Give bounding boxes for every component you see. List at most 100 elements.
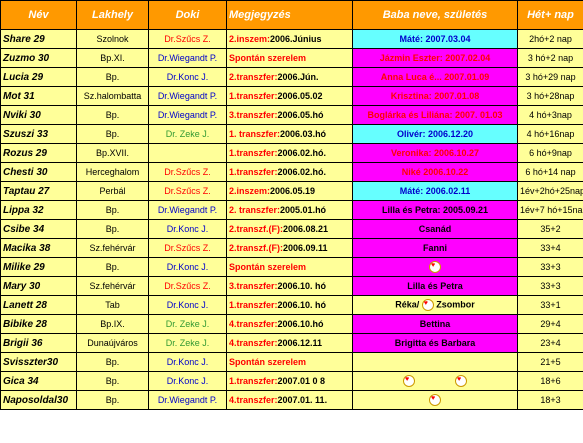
table-row: Bibike 28 Bp.IX. Dr. Zeke J. 4.transzfer:20… (0, 314, 583, 334)
note-cell: 2.transzf.(F):2006.09.11 (226, 238, 353, 258)
weeks-text: 3 hó+29 nap (525, 72, 576, 82)
weeks-text: 33+4 (540, 243, 561, 253)
doctor-cell: Dr.Szűcs Z. (148, 29, 227, 49)
baby-cell (352, 257, 518, 277)
doctor-name: Dr.Konc J. (166, 262, 209, 272)
table-row: Lippa 32 Bp. Dr.Wiegandt P. 2. transzfer:20… (0, 200, 583, 220)
place-cell: Bp. (76, 390, 149, 410)
note-cell: 2. transzfer:2005.01.hó (226, 200, 353, 220)
place-text: Bp. (105, 376, 120, 386)
table-row: Chesti 30 Herceghalom Dr.Szűcs Z. 1.transzf… (0, 162, 583, 182)
name-cell: Csibe 34 (0, 219, 77, 239)
baby-text: Csanád (418, 224, 452, 234)
note-prefix: Spontán szerelem (229, 357, 307, 367)
note-cell: Spontán szerelem (226, 48, 353, 68)
weeks-cell: 1év+7 hó+15nap (517, 200, 583, 220)
heart-icon (421, 299, 434, 311)
place-cell: Bp. (76, 67, 149, 87)
note-cell: 1.transzfer:2006.10. hó (226, 295, 353, 315)
note-cell: 1. transzfer:2006.03.hó (226, 124, 353, 144)
baby-cell: Boglárka és Liliána: 2007. 01.03 (352, 105, 518, 125)
name-cell: Bibike 28 (0, 314, 77, 334)
place-cell: Dunaújváros (76, 333, 149, 353)
weeks-cell: 21+5 (517, 352, 583, 372)
baby-cell: Niké 2006.10.22 (352, 162, 518, 182)
note-cell: 2.inszem:2006.Június (226, 29, 353, 49)
baby-text: Máté: 2007.03.04 (399, 34, 471, 44)
note-date: 2006.09.11 (283, 243, 328, 253)
doctor-name: Dr.Wiegandt P. (157, 395, 218, 405)
member-name: Gica 34 (3, 375, 39, 387)
place-text: Szolnok (96, 34, 129, 44)
doctor-name: Dr. Zeke J. (165, 319, 210, 329)
name-cell: Lippa 32 (0, 200, 77, 220)
place-text: Sz.fehérvár (89, 243, 136, 253)
doctor-name: Dr.Wiegandt P. (157, 110, 218, 120)
weeks-text: 33+1 (540, 300, 561, 310)
place-cell: Sz.fehérvár (76, 276, 149, 296)
weeks-text: 3 hó+28nap (526, 91, 575, 101)
name-cell: Lucia 29 (0, 67, 77, 87)
weeks-text: 6 hó+14 nap (525, 167, 576, 177)
note-date: 2006.Jún. (277, 72, 319, 82)
doctor-cell: Dr.Konc J. (148, 295, 227, 315)
note-prefix: 2.transzfer: (229, 72, 278, 82)
weeks-cell: 18+3 (517, 390, 583, 410)
weeks-cell: 2hó+2 nap (517, 29, 583, 49)
table-row: Zuzmo 30 Bp.XI. Dr.Wiegandt P. Spontán szer… (0, 48, 583, 68)
table-row: Gica 34 Bp. Dr.Konc J. 1.transzfer:2007.01 … (0, 371, 583, 391)
weeks-text: 4 hó+16nap (526, 129, 575, 139)
name-cell: Rozus 29 (0, 143, 77, 163)
header-baby: Baba neve, születés (352, 0, 518, 30)
weeks-cell: 33+3 (517, 276, 583, 296)
note-prefix: 2.transzf.(F): (229, 243, 283, 253)
note-date: 2007.01. 11. (277, 395, 328, 405)
note-prefix: 1.transzfer: (229, 167, 278, 177)
note-prefix: 3.transzfer: (229, 110, 278, 120)
note-date: 2006.12.11 (277, 338, 323, 348)
baby-text: Niké 2006.10.22 (401, 167, 469, 177)
weeks-cell: 3 hó+29 nap (517, 67, 583, 87)
note-date: 2006.Június (270, 34, 322, 44)
note-cell: 2.transzf.(F):2006.08.21 (226, 219, 353, 239)
table-body: Share 29 Szolnok Dr.Szűcs Z. 2.inszem:2006.… (0, 29, 583, 410)
table-row: Mary 30 Sz.fehérvár Dr.Szűcs Z. 3.transzfer… (0, 276, 583, 296)
name-cell: Zuzmo 30 (0, 48, 77, 68)
place-cell: Bp. (76, 124, 149, 144)
doctor-cell: Dr. Zeke J. (148, 333, 227, 353)
doctor-name: Dr.Konc J. (166, 357, 209, 367)
doctor-cell (148, 143, 227, 163)
note-date: 2007.01 0 8 (277, 376, 326, 386)
name-cell: Svisszter30 (0, 352, 77, 372)
place-cell: Bp. (76, 257, 149, 277)
header-name: Név (0, 0, 77, 30)
note-date: 2006.02.hó. (277, 167, 327, 177)
baby-text: Máté: 2006.02.11 (399, 186, 471, 196)
weeks-text: 18+3 (540, 395, 561, 405)
name-cell: Mary 30 (0, 276, 77, 296)
doctor-name: Dr.Konc J. (166, 300, 209, 310)
baby-cell: Réka/ Zsombor (352, 295, 518, 315)
heart-icon (429, 394, 441, 406)
name-cell: Lanett 28 (0, 295, 77, 315)
doctor-cell: Dr.Szűcs Z. (148, 276, 227, 296)
baby-cell: Krisztina: 2007.01.08 (352, 86, 518, 106)
doctor-name: Dr.Szűcs Z. (164, 167, 211, 177)
weeks-cell: 1év+2hó+25nap (517, 181, 583, 201)
heart-icon (455, 375, 467, 387)
note-prefix: 4.transzfer: (229, 338, 278, 348)
place-text: Bp. (105, 262, 120, 272)
table-row: Rozus 29 Bp.XVII. 1.transzfer:2006.02.hó. V… (0, 143, 583, 163)
note-prefix: 2.transzf.(F): (229, 224, 283, 234)
header-row: Név Lakhely Doki Megjegyzés Baba neve, s… (0, 0, 583, 30)
baby-cell (352, 390, 518, 410)
member-name: Zuzmo 30 (3, 52, 50, 64)
baby-cell: Anna Luca é... 2007.01.09 (352, 67, 518, 87)
member-name: Svisszter30 (3, 356, 59, 368)
table-row: Share 29 Szolnok Dr.Szűcs Z. 2.inszem:2006.… (0, 29, 583, 49)
weeks-cell: 29+4 (517, 314, 583, 334)
note-cell: 1.transzfer:2006.02.hó. (226, 143, 353, 163)
doctor-name: Dr.Szűcs Z. (164, 186, 211, 196)
place-text: Sz.halombatta (83, 91, 142, 101)
doctor-name: Dr.Konc J. (166, 224, 209, 234)
